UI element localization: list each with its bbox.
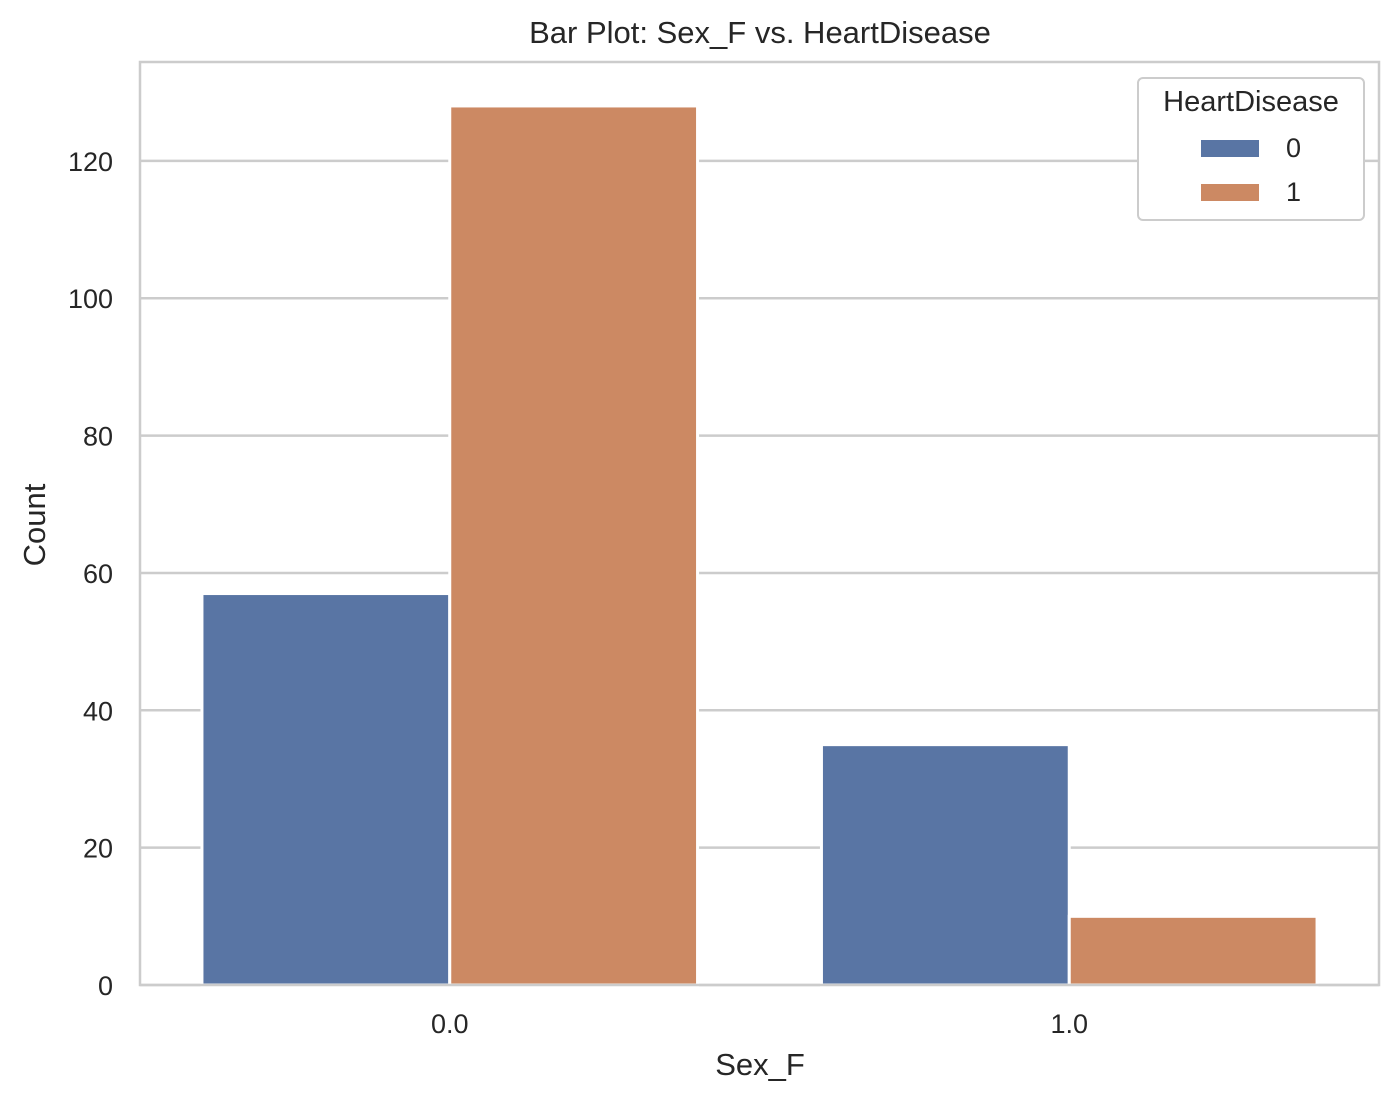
y-tick-label-0: 0 <box>98 971 113 1001</box>
legend: HeartDisease 0 1 <box>1137 77 1365 221</box>
legend-swatch-1 <box>1201 184 1259 201</box>
x-tick-labels: 0.0 1.0 <box>431 1009 1088 1039</box>
legend-label-0: 0 <box>1286 133 1301 163</box>
bar-0.0-series-0 <box>200 592 452 987</box>
y-tick-label-4: 80 <box>83 422 113 452</box>
bar-1.0-series-0 <box>819 743 1071 987</box>
y-tick-label-5: 100 <box>68 284 113 314</box>
chart-title: Bar Plot: Sex_F vs. HeartDisease <box>529 15 991 50</box>
y-tick-label-2: 40 <box>83 696 113 726</box>
y-tick-label-6: 120 <box>68 147 113 177</box>
bar-1.0-series-1 <box>1067 914 1319 987</box>
x-axis-label: Sex_F <box>715 1047 805 1082</box>
x-tick-label-1: 1.0 <box>1050 1009 1088 1039</box>
legend-swatch-0 <box>1201 140 1259 157</box>
legend-label-1: 1 <box>1286 177 1301 207</box>
y-axis-label: Count <box>17 483 52 566</box>
legend-title: HeartDisease <box>1163 86 1339 118</box>
y-tick-label-1: 20 <box>83 834 113 864</box>
x-tick-label-0: 0.0 <box>431 1009 469 1039</box>
plot-frame <box>138 60 1381 987</box>
bar-0.0-series-1 <box>448 104 700 987</box>
y-tick-label-3: 60 <box>83 559 113 589</box>
y-tick-labels: 0 20 40 60 80 100 120 <box>68 147 113 1001</box>
